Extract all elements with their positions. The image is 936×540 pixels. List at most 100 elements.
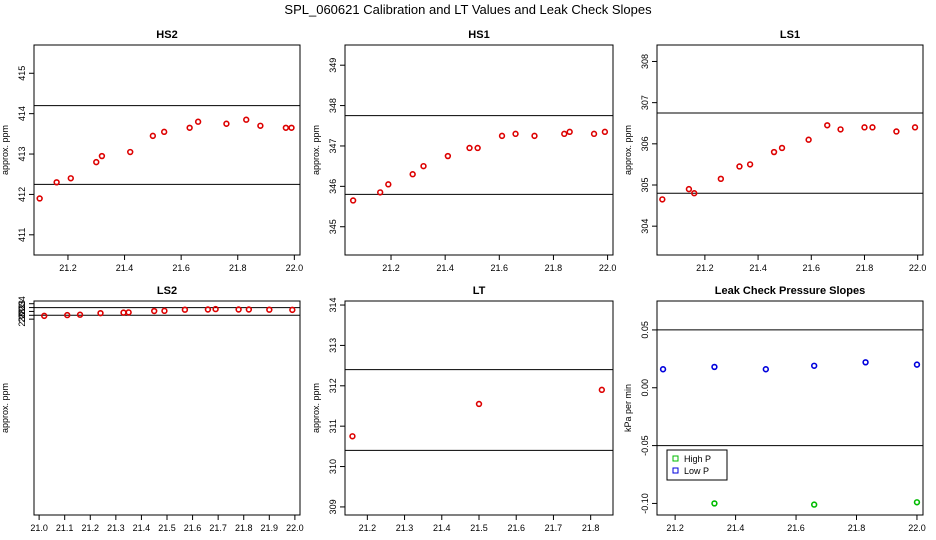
data-point — [810, 501, 818, 508]
plot-frame — [656, 300, 924, 516]
x-tick-label: 22.0 — [286, 523, 304, 533]
x-tick-label: 21.8 — [848, 523, 866, 533]
x-tick-label: 21.4 — [436, 263, 454, 273]
data-point — [598, 386, 606, 394]
data-point — [93, 158, 100, 166]
x-tick-label: 21.2 — [666, 523, 684, 533]
x-tick-label: 21.6 — [491, 263, 509, 273]
y-tick-label: 347 — [328, 138, 338, 153]
y-tick-label: 309 — [328, 499, 338, 514]
data-point — [212, 305, 219, 313]
data-point — [204, 306, 212, 313]
page-title: SPL_060621 Calibration and LT Values and… — [284, 2, 652, 17]
data-point — [770, 148, 778, 156]
panel-title: HS2 — [156, 29, 177, 41]
y-tick-label: 232 — [17, 304, 27, 319]
panel-title: Leak Check Pressure Slopes — [715, 285, 865, 297]
data-point — [127, 148, 134, 156]
data-point — [561, 130, 568, 138]
x-tick-label: 21.8 — [229, 263, 247, 273]
data-point — [566, 128, 573, 136]
data-point — [659, 196, 666, 203]
data-point — [409, 171, 416, 178]
data-point — [778, 144, 786, 152]
y-tick-label: 411 — [17, 228, 27, 242]
y-tick-label: 310 — [328, 459, 338, 474]
y-tick-label: 415 — [17, 66, 27, 81]
y-tick-label: 349 — [328, 58, 338, 73]
data-point — [349, 197, 357, 204]
panel-hs1: HS1 21.2 21.4 21.6 21.8 22.0 345 346 347 348 349 ap… — [311, 29, 616, 273]
y-tick-label: 348 — [328, 98, 338, 113]
data-point — [36, 195, 43, 202]
x-tick-label: 21.4 — [116, 263, 134, 273]
panel-ls2: LS2 21.0 21.1 21.2 21.3 21.4 21.5 21.6 21.7 21.8 2… — [0, 285, 304, 533]
data-point — [186, 124, 193, 131]
x-tick-label: 21.5 — [470, 523, 488, 533]
data-point — [869, 124, 876, 131]
x-tick-label: 21.6 — [172, 263, 190, 273]
data-point — [805, 136, 812, 143]
x-tick-label: 21.4 — [433, 523, 451, 533]
legend-swatch — [672, 455, 679, 462]
x-tick-label: 21.7 — [545, 523, 563, 533]
x-tick-label: 21.4 — [749, 263, 767, 273]
data-point — [53, 179, 60, 186]
x-tick-label: 21.6 — [507, 523, 525, 533]
plot-frame — [344, 300, 614, 516]
x-tick-label: 21.9 — [261, 523, 279, 533]
data-point — [824, 122, 831, 129]
data-point — [736, 163, 743, 170]
data-point — [235, 306, 242, 313]
x-tick-label: 21.6 — [803, 263, 821, 273]
x-tick-label: 21.0 — [30, 523, 48, 533]
y-tick-label: 346 — [328, 179, 338, 194]
y-tick-label: 414 — [17, 106, 27, 121]
data-point — [289, 306, 296, 314]
x-tick-label: 21.2 — [59, 263, 77, 273]
y-tick-label: -0.05 — [640, 435, 650, 456]
data-point — [590, 130, 598, 138]
data-point — [282, 124, 290, 131]
panel-ls1: LS1 21.2 21.4 21.6 21.8 22.0 304 305 306 307 308 ap… — [623, 29, 926, 273]
data-point — [913, 361, 921, 368]
data-point — [98, 152, 106, 160]
y-tick-label: 307 — [640, 95, 650, 110]
data-point — [711, 363, 718, 371]
x-tick-label: 21.8 — [856, 263, 874, 273]
y-tick-label: 311 — [328, 419, 338, 433]
panel-hs2: HS2 21.2 21.4 21.6 21.8 22.0 411 412 413 414 415 ap… — [0, 29, 303, 273]
panel-title: LS2 — [157, 285, 177, 297]
plot-frame — [33, 44, 301, 256]
x-tick-label: 21.1 — [56, 523, 74, 533]
x-tick-label: 21.5 — [158, 523, 176, 533]
data-point — [837, 126, 844, 133]
x-tick-label: 21.2 — [382, 263, 400, 273]
x-tick-label: 21.6 — [787, 523, 805, 533]
panel-leak-check-pressure-slopes: Leak Check Pressure Slopes 21.2 21.4 21.6 21… — [623, 285, 926, 533]
data-point — [601, 128, 609, 136]
plot-frame — [33, 300, 301, 516]
x-tick-label: 22.0 — [908, 523, 926, 533]
data-point — [711, 500, 718, 507]
y-tick-label: 0.05 — [640, 321, 650, 339]
y-tick-label: -0.10 — [640, 493, 650, 514]
x-tick-label: 21.2 — [696, 263, 714, 273]
y-tick-label: 306 — [640, 136, 650, 151]
panel-title: LT — [473, 285, 486, 297]
data-point — [125, 309, 132, 316]
x-tick-label: 22.0 — [909, 263, 927, 273]
data-point — [913, 499, 921, 506]
y-tick-label: 345 — [328, 219, 338, 234]
legend-swatch — [672, 467, 679, 474]
data-point — [893, 128, 900, 135]
x-tick-label: 22.0 — [286, 263, 304, 273]
x-tick-label: 21.8 — [545, 263, 563, 273]
panel-title: HS1 — [468, 29, 489, 41]
plot-frame — [344, 44, 614, 256]
y-tick-label: 313 — [328, 338, 338, 353]
data-point — [161, 307, 168, 315]
y-tick-label: 412 — [17, 187, 27, 202]
data-point — [194, 118, 202, 125]
